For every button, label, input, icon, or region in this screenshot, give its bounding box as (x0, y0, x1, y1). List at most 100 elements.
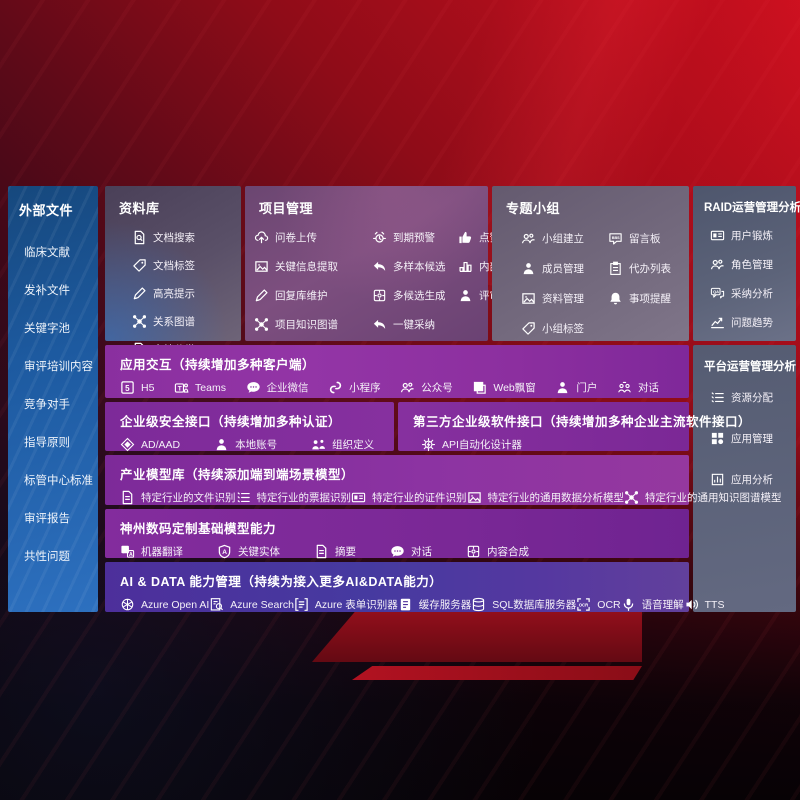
feature-item: 关键信息提取 (254, 259, 368, 274)
chat-icon (246, 380, 261, 395)
users-icon (710, 257, 725, 272)
sidebar-item-label: 关键字池 (24, 323, 70, 335)
feature-item: 高亮提示 (132, 286, 241, 301)
sidebar-item-label: 审评报告 (24, 513, 70, 525)
feature-item: 文档标签 (132, 258, 241, 273)
feature-item-label: 本地账号 (235, 439, 278, 451)
feature-item: 文档搜索 (132, 230, 241, 245)
teams-icon (174, 380, 189, 395)
app-interaction-items: H5 Teams 企业微信 小程序 公众号 Web飘窗 (105, 373, 689, 395)
tts-icon (684, 597, 699, 612)
feature-item-label: 特定行业的通用数据分析模型 (487, 492, 625, 504)
external-files-list: 临床文献 发补文件 关键字池 审评培训内容 竞争对手 指导原则 标管中心标准 审… (8, 219, 98, 564)
feature-item-label: OCR (597, 598, 621, 611)
sidebar-item-label: 发补文件 (24, 285, 70, 297)
feature-item: 多候选生成 (372, 288, 454, 303)
ai-data-title: AI & DATA 能力管理（持续为接入更多AI&DATA能力） (120, 575, 443, 589)
feature-item: 问题趋势 (710, 315, 796, 330)
feature-item: 多样本候选 (372, 259, 454, 274)
feature-item: 代办列表 (608, 261, 689, 276)
feature-item-label: 文档标签 (153, 260, 195, 272)
feature-item-label: 小组建立 (542, 233, 584, 245)
feature-item: 用户锻炼 (710, 228, 796, 243)
feature-item: 资料管理 (521, 291, 608, 306)
feature-item-label: 机器翻译 (141, 546, 183, 558)
feature-item-label: 事项提醒 (629, 293, 671, 305)
doc-icon (120, 490, 135, 505)
person-icon (214, 437, 229, 452)
project-management-panel: 项目管理 问卷上传 到期预警 点赞感谢 关键信息提取 多样本候选 (245, 186, 542, 341)
library-items: 文档搜索 文档标签 高亮提示 关系图谱 文档分类 (105, 217, 241, 357)
feature-item-label: 组织定义 (332, 439, 375, 451)
feature-item: 成员管理 (521, 261, 608, 276)
topic-groups-items: 小组建立 留言板 成员管理 代办列表 资料管理 事项提醒 (492, 217, 689, 336)
feature-item-label: 应用管理 (731, 433, 773, 445)
feature-item-label: AD/AAD (141, 438, 181, 451)
feature-item: 关键实体 (217, 544, 280, 559)
gear-bolt-icon (421, 437, 436, 452)
shield-a-icon (217, 544, 232, 559)
chat-icon (390, 544, 405, 559)
feature-item-label: TTS (704, 598, 725, 611)
grid-icon (710, 431, 725, 446)
db-icon (471, 597, 486, 612)
person-icon (555, 380, 570, 395)
feature-item-label: 问题趋势 (731, 317, 773, 329)
third-party-interface-items: API自动化设计器 (398, 430, 689, 452)
puzzle-icon (466, 544, 481, 559)
sidebar-item: 临床文献 (24, 244, 98, 260)
graph-icon (624, 490, 639, 505)
feature-item: 组织定义 (311, 437, 374, 452)
app-interaction-panel: 应用交互（持续增加多种客户端） H5 Teams 企业微信 小程序 公众号 (105, 345, 689, 398)
sidebar-item-label: 标管中心标准 (24, 475, 93, 487)
feature-item: 角色管理 (710, 257, 796, 272)
external-files-title: 外部文件 (19, 203, 74, 218)
feature-item-label: 留言板 (629, 233, 661, 245)
topic-groups-panel: 专题小组 小组建立 留言板 成员管理 代办列表 资料管理 (492, 186, 689, 341)
tag-icon (132, 258, 147, 273)
voice-icon (621, 597, 636, 612)
app-interaction-title: 应用交互（持续增加多种客户端） (120, 358, 316, 372)
s-curve-icon (328, 380, 343, 395)
feature-item-label: 内容合成 (487, 546, 529, 558)
thumbs-up-icon (458, 230, 473, 245)
feature-item-label: 缓存服务器 (418, 599, 472, 611)
feature-item-label: 代办列表 (629, 263, 671, 275)
feature-item: 语音理解 (621, 597, 684, 612)
conversation-icon (617, 380, 632, 395)
base-model-title: 神州数码定制基础模型能力 (120, 522, 277, 536)
feature-item-label: 特定行业的证件识别 (372, 492, 467, 504)
sidebar-item-label: 临床文献 (24, 247, 70, 259)
feature-item-label: 对话 (411, 546, 432, 558)
third-party-interface-title: 第三方企业级软件接口（持续增加多种企业主流软件接口） (413, 415, 752, 429)
feature-item-label: 资源分配 (731, 392, 773, 404)
feature-item: 小组建立 (521, 231, 608, 246)
feature-item: Azure 表单识别器 (294, 597, 398, 612)
ad-icon (120, 437, 135, 452)
person-icon (521, 261, 536, 276)
platform-analysis-items: 资源分配 应用管理 应用分析 (693, 374, 796, 487)
feature-item-label: 特定行业的文件识别 (141, 492, 236, 504)
cache-icon (398, 597, 413, 612)
org-icon (311, 437, 326, 452)
feature-item: Web飘窗 (472, 380, 536, 395)
list-icon (236, 490, 251, 505)
h5-icon (120, 380, 135, 395)
third-party-interface-panel: 第三方企业级软件接口（持续增加多种企业主流软件接口） API自动化设计器 (398, 402, 752, 452)
feature-item-label: 多样本候选 (393, 261, 446, 273)
feature-item: 特定行业的文件识别 (120, 490, 236, 505)
search-doc-icon (209, 597, 224, 612)
bell-icon (608, 291, 623, 306)
window-icon (472, 380, 487, 395)
sidebar-item: 共性问题 (24, 548, 98, 564)
feature-item: OCR (576, 597, 621, 612)
feature-item: SQL数据库服务器 (471, 597, 576, 612)
feature-item: 特定行业的通用数据分析模型 (467, 490, 625, 505)
feature-item: 特定行业的票据识别 (236, 490, 351, 505)
feature-item: 企业微信 (246, 380, 309, 395)
external-files-panel: 外部文件 临床文献 发补文件 关键字池 审评培训内容 竞争对手 指导原则 标管中… (8, 186, 98, 612)
graph-icon (254, 317, 269, 332)
feature-item-label: 关键信息提取 (275, 261, 338, 273)
doc-icon (314, 544, 329, 559)
